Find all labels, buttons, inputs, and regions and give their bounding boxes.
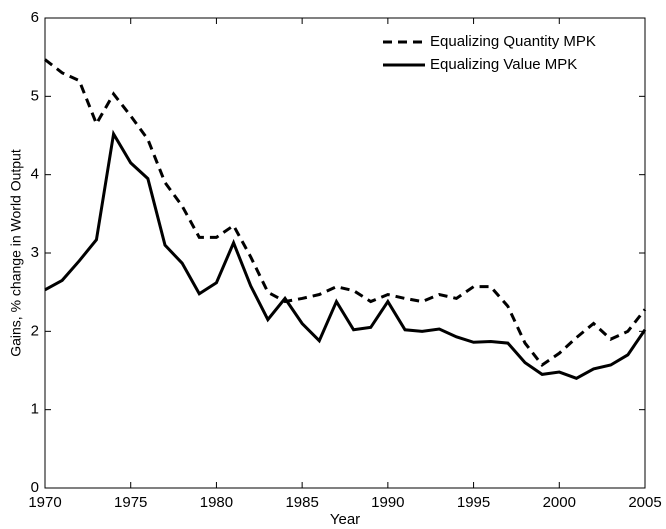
x-axis-label: Year xyxy=(330,511,360,528)
legend-label: Equalizing Quantity MPK xyxy=(430,33,596,50)
x-tick-label: 1990 xyxy=(371,494,404,511)
y-tick-label: 3 xyxy=(31,244,39,261)
x-tick-label: 1985 xyxy=(285,494,318,511)
y-axis-label: Gains, % change in World Output xyxy=(8,149,24,357)
plot-frame xyxy=(44,17,646,489)
y-tick-label: 6 xyxy=(31,9,39,26)
y-tick-label: 1 xyxy=(31,401,39,418)
y-tick-label: 4 xyxy=(31,166,39,183)
y-tick-label: 0 xyxy=(31,479,39,496)
x-tick-label: 1995 xyxy=(457,494,490,511)
series-line xyxy=(44,129,647,380)
y-tick-label: 5 xyxy=(31,87,39,104)
series-line xyxy=(44,58,647,368)
x-tick-label: 1980 xyxy=(200,494,233,511)
legend-label: Equalizing Value MPK xyxy=(430,56,577,73)
y-tick-label: 2 xyxy=(31,322,39,339)
x-tick-label: 1970 xyxy=(28,494,61,511)
x-tick-label: 1975 xyxy=(114,494,147,511)
x-tick-label: 2000 xyxy=(543,494,576,511)
x-tick-label: 2005 xyxy=(628,494,661,511)
